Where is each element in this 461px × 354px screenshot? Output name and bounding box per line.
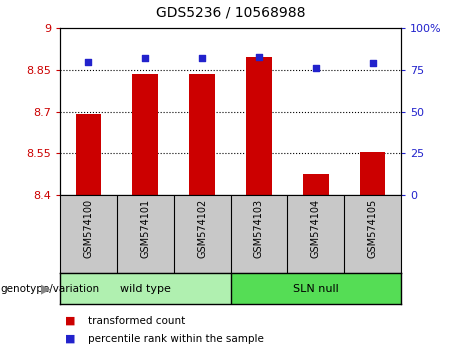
Bar xyxy=(189,74,215,195)
Text: genotype/variation: genotype/variation xyxy=(0,284,99,293)
Text: GSM574105: GSM574105 xyxy=(367,199,378,258)
Text: GSM574103: GSM574103 xyxy=(254,199,264,258)
Text: GSM574101: GSM574101 xyxy=(140,199,150,258)
Point xyxy=(255,54,263,59)
Text: SLN null: SLN null xyxy=(293,284,339,293)
Text: percentile rank within the sample: percentile rank within the sample xyxy=(88,334,264,344)
Bar xyxy=(230,273,401,304)
Text: wild type: wild type xyxy=(120,284,171,293)
Text: GSM574102: GSM574102 xyxy=(197,199,207,258)
Text: ■: ■ xyxy=(65,334,75,344)
Text: GSM574100: GSM574100 xyxy=(83,199,94,258)
Point xyxy=(369,61,376,66)
Bar xyxy=(360,152,385,195)
Text: GDS5236 / 10568988: GDS5236 / 10568988 xyxy=(156,5,305,19)
Point xyxy=(142,56,149,61)
Text: GSM574104: GSM574104 xyxy=(311,199,321,258)
Bar xyxy=(132,74,158,195)
Point xyxy=(85,59,92,64)
Bar xyxy=(246,57,272,195)
Bar xyxy=(76,114,101,195)
Bar xyxy=(303,174,329,195)
Bar xyxy=(60,273,230,304)
Point xyxy=(198,56,206,61)
Text: transformed count: transformed count xyxy=(88,315,185,326)
Text: ■: ■ xyxy=(65,315,75,326)
Text: ▶: ▶ xyxy=(41,282,51,295)
Point xyxy=(312,65,319,71)
